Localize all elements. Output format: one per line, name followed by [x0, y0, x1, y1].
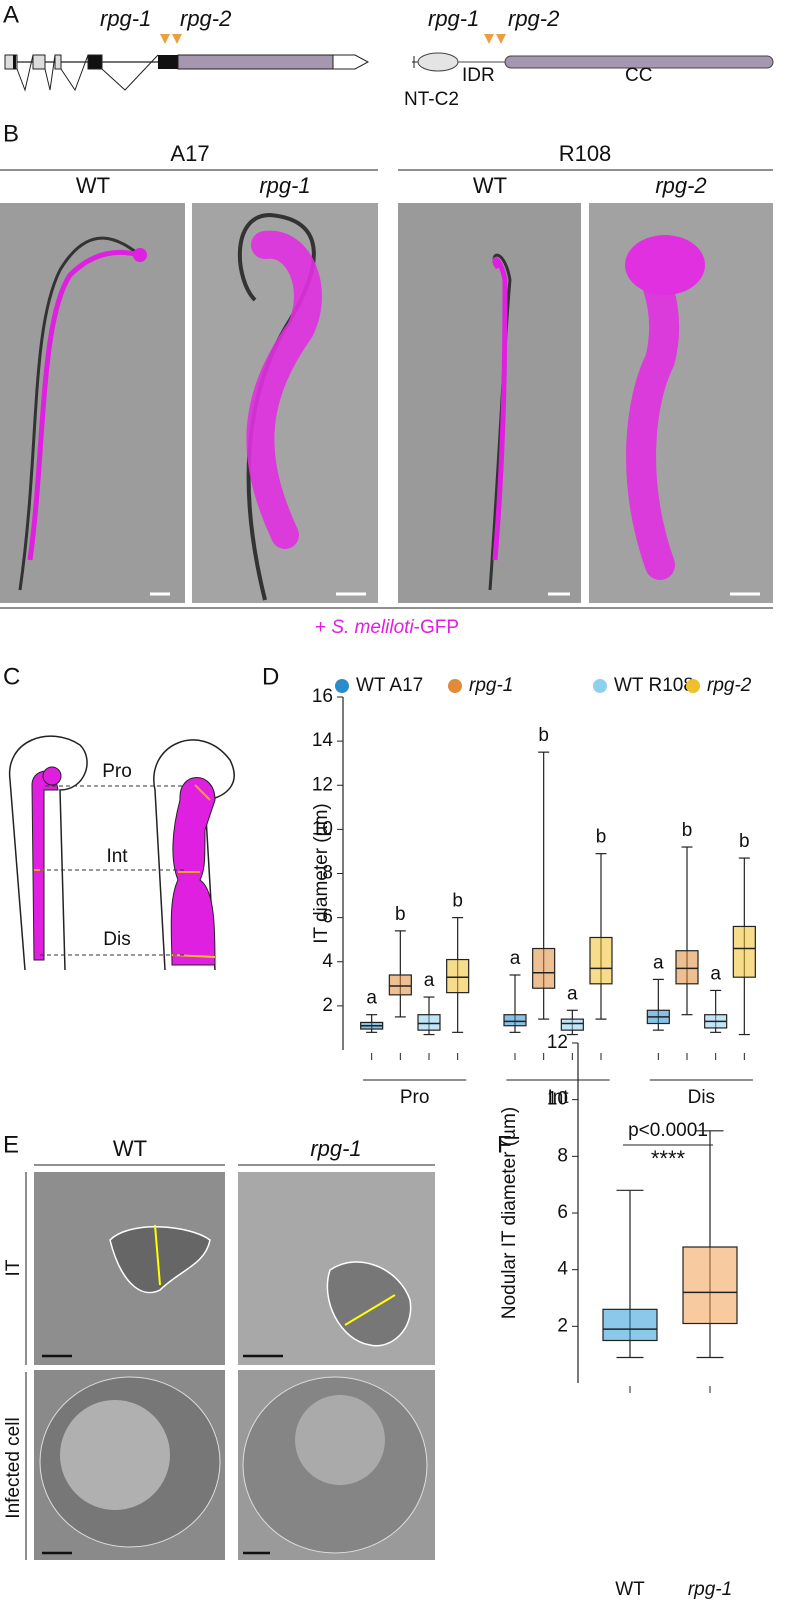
- significance-letter: b: [538, 725, 549, 746]
- legend-marker: [448, 679, 462, 693]
- significance-letter: a: [567, 983, 578, 1004]
- row-label: IT: [3, 1259, 24, 1276]
- region-label: Pro: [102, 761, 132, 782]
- box: [388, 974, 412, 996]
- significance-letter: a: [653, 952, 664, 973]
- group-label: R108: [559, 141, 612, 166]
- box: [560, 1018, 584, 1031]
- region-label: Dis: [103, 929, 130, 950]
- box: [417, 1014, 441, 1031]
- significance-letter: a: [366, 988, 377, 1009]
- group-label: A17: [170, 141, 209, 166]
- box: [446, 958, 470, 994]
- y-axis-label: IT diameter (µm): [311, 803, 332, 943]
- protein-model: [412, 34, 774, 72]
- legend-label: WT R108: [614, 675, 694, 696]
- legend-label: rpg-1: [469, 675, 513, 696]
- y-tick-label: 4: [557, 1259, 568, 1280]
- box: [503, 1014, 527, 1027]
- box: [682, 1246, 738, 1325]
- box: [675, 950, 699, 985]
- y-tick-label: 2: [322, 995, 333, 1016]
- y-tick-label: 6: [557, 1202, 568, 1223]
- y-tick-label: 10: [312, 818, 333, 839]
- y-tick-label: 2: [557, 1315, 568, 1336]
- schematic: [9, 735, 235, 971]
- significance-letter: b: [682, 820, 693, 841]
- box: [589, 936, 613, 985]
- mutation-label: rpg-1: [428, 6, 479, 31]
- legend-label: rpg-2: [707, 675, 752, 696]
- caption: + S. meliloti-GFP: [315, 617, 459, 638]
- column-label: WT: [473, 173, 507, 198]
- x-tick-label: Pro: [400, 1087, 430, 1108]
- box: [602, 1308, 658, 1342]
- significance-letter: b: [395, 904, 406, 925]
- gene-model: [4, 34, 370, 92]
- micrographs: [34, 1172, 435, 1560]
- significance-letter: b: [452, 891, 463, 912]
- legend-label: WT A17: [356, 675, 423, 696]
- mutation-label: rpg-2: [180, 6, 231, 31]
- y-tick-label: 8: [557, 1145, 568, 1166]
- significance: ****: [651, 1146, 686, 1171]
- p-value: p<0.0001: [628, 1120, 708, 1141]
- column-label: rpg-1: [310, 1136, 361, 1161]
- mutation-label: rpg-2: [508, 6, 559, 31]
- x-tick-label: Int: [547, 1087, 569, 1108]
- legend-marker: [593, 679, 607, 693]
- panel-label: C: [3, 663, 20, 690]
- significance-letter: b: [596, 827, 607, 848]
- significance-letter: a: [424, 970, 435, 991]
- panel-label: D: [262, 663, 279, 690]
- y-tick-label: 6: [322, 907, 333, 928]
- legend-marker: [335, 679, 349, 693]
- significance-letter: a: [710, 963, 721, 984]
- y-tick-label: 14: [312, 730, 334, 751]
- mutation-label: rpg-1: [100, 6, 151, 31]
- region-label: Int: [106, 846, 128, 867]
- caption-part: -GFP: [414, 617, 459, 638]
- panel-label: A: [3, 1, 19, 28]
- y-tick-label: 12: [312, 774, 333, 795]
- y-tick-label: 8: [322, 863, 333, 884]
- micrographs: [0, 203, 773, 603]
- column-label: rpg-1: [259, 173, 310, 198]
- x-tick-label: WT: [615, 1579, 645, 1600]
- panel-label: F: [497, 1131, 512, 1158]
- x-tick-label: rpg-1: [688, 1579, 732, 1600]
- y-tick-label: 4: [322, 951, 333, 972]
- column-label: WT: [113, 1136, 147, 1161]
- caption-part: +: [315, 617, 331, 638]
- x-tick-label: Dis: [688, 1087, 715, 1108]
- domain-label: IDR: [462, 65, 495, 86]
- column-label: rpg-2: [655, 173, 706, 198]
- y-axis-label: Nodular IT diameter (µm): [499, 1107, 520, 1319]
- panel-label: E: [3, 1131, 19, 1158]
- y-tick-label: 12: [547, 1032, 568, 1053]
- domain-label: CC: [625, 65, 652, 86]
- domain-label: NT-C2: [404, 89, 459, 110]
- legend-marker: [686, 679, 700, 693]
- significance-letter: b: [739, 831, 750, 852]
- box: [732, 925, 756, 978]
- column-label: WT: [76, 173, 110, 198]
- box: [532, 947, 556, 989]
- y-tick-label: 10: [547, 1089, 568, 1110]
- caption-part: S. meliloti: [331, 617, 414, 638]
- significance-letter: a: [510, 948, 521, 969]
- y-tick-label: 16: [312, 686, 333, 707]
- panel-label: B: [3, 120, 19, 147]
- row-label: Infected cell: [3, 1417, 24, 1518]
